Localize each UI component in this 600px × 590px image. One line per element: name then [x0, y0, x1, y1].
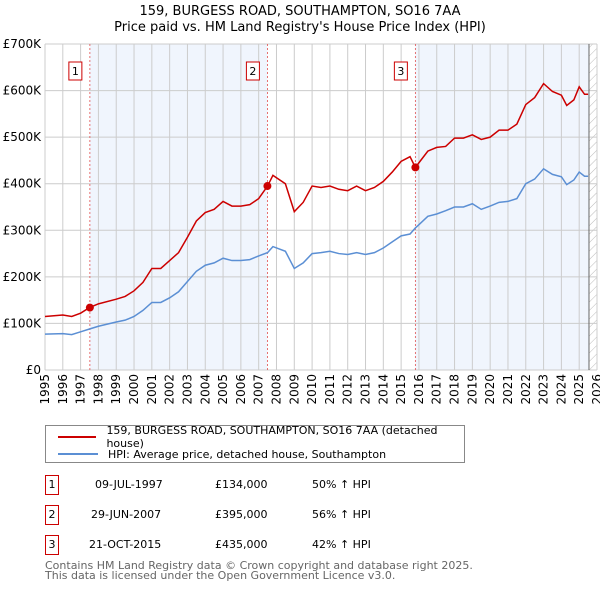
x-tick-label: 2017: [430, 374, 444, 405]
x-tick-label: 2022: [519, 374, 533, 405]
x-tick-label: 2024: [554, 374, 568, 405]
x-tick-label: 2016: [412, 374, 426, 405]
x-tick-label: 2000: [127, 374, 141, 405]
series-line: [44, 82, 589, 318]
x-tick-label: 2026: [590, 374, 600, 405]
x-tick-label: 2023: [537, 374, 551, 405]
x-tick-label: 1997: [74, 374, 88, 405]
x-tick-label: 2018: [448, 374, 462, 405]
y-tick-label: £0: [26, 363, 41, 377]
legend-swatch: [58, 436, 97, 438]
legend-label: HPI: Average price, detached house, Sout…: [108, 447, 387, 461]
series-line: [44, 167, 589, 336]
sale-hpi: 50% ↑ HPI: [312, 478, 371, 491]
x-tick-label: 2013: [359, 374, 373, 405]
x-tick-label: 2008: [269, 374, 283, 405]
x-tick-label: 2015: [394, 374, 408, 405]
x-tick-label: 1995: [38, 374, 52, 405]
y-tick-label: £500K: [3, 130, 43, 144]
x-tick-label: 2007: [252, 374, 266, 405]
sale-label-box: [68, 61, 83, 81]
future-hatch: [588, 44, 597, 370]
sale-row: 3 21-OCT-2015 £435,000 42% ↑ HPI: [45, 535, 445, 555]
sale-marker-box: 2: [45, 505, 59, 525]
shaded-period: [89, 44, 268, 370]
x-tick-label: 2014: [376, 374, 390, 405]
x-tick-label: 2010: [305, 374, 319, 405]
sale-price: £435,000: [215, 538, 268, 551]
sale-label: 3: [397, 65, 404, 78]
x-tick-label: 2019: [465, 374, 479, 405]
legend: 159, BURGESS ROAD, SOUTHAMPTON, SO16 7AA…: [45, 424, 465, 463]
sale-row: 2 29-JUN-2007 £395,000 56% ↑ HPI: [45, 505, 445, 525]
sale-date: 29-JUN-2007: [91, 508, 162, 521]
x-tick-label: 2012: [341, 374, 355, 405]
sale-marker-box: 1: [45, 475, 59, 495]
x-tick-label: 2005: [216, 374, 230, 405]
y-tick-label: £600K: [3, 84, 43, 98]
sale-date: 09-JUL-1997: [95, 478, 163, 491]
x-tick-label: 2003: [180, 374, 194, 405]
shaded-period: [415, 44, 589, 370]
sale-label-box: [393, 61, 408, 81]
y-tick-label: £200K: [3, 270, 43, 284]
sale-point: [263, 182, 272, 191]
chart-title: 159, BURGESS ROAD, SOUTHAMPTON, SO16 7AA: [139, 4, 461, 19]
x-tick-label: 2020: [483, 374, 497, 405]
x-tick-label: 1999: [109, 374, 123, 405]
x-tick-label: 2006: [234, 374, 248, 405]
x-tick-label: 1996: [56, 374, 70, 405]
y-tick-label: £300K: [3, 223, 43, 237]
sale-point: [85, 303, 94, 312]
sale-label-box: [245, 61, 260, 81]
sale-marker-box: 3: [45, 535, 59, 555]
x-tick-label: 1998: [91, 374, 105, 405]
sale-price: £134,000: [215, 478, 268, 491]
legend-swatch: [58, 453, 98, 455]
sale-label: 1: [72, 65, 79, 78]
y-tick-label: £100K: [3, 316, 43, 330]
legend-item-hpi: HPI: Average price, detached house, Sout…: [58, 447, 386, 461]
sale-row: 1 09-JUL-1997 £134,000 50% ↑ HPI: [45, 475, 445, 495]
y-tick-label: £700K: [3, 37, 43, 51]
x-tick-label: 2011: [323, 374, 337, 405]
footer-licence: This data is licensed under the Open Gov…: [45, 569, 396, 582]
x-tick-label: 2001: [145, 374, 159, 405]
y-tick-label: £400K: [3, 177, 43, 191]
x-tick-label: 2004: [198, 374, 212, 405]
price-chart: 1995 1996 1997 1998 1999 2000 2001 2002 2003 2004…: [3, 37, 600, 405]
footer-copyright: Contains HM Land Registry data © Crown c…: [45, 559, 473, 572]
sale-price: £395,000: [215, 508, 268, 521]
x-tick-label: 2025: [572, 374, 586, 405]
sale-hpi: 56% ↑ HPI: [312, 508, 371, 521]
x-tick-label: 2002: [163, 374, 177, 405]
legend-item-property: 159, BURGESS ROAD, SOUTHAMPTON, SO16 7AA…: [58, 424, 464, 450]
legend-label: 159, BURGESS ROAD, SOUTHAMPTON, SO16 7AA…: [106, 424, 438, 450]
sale-point: [411, 163, 420, 172]
x-tick-label: 2009: [287, 374, 301, 405]
x-tick-label: 2021: [501, 374, 515, 405]
sale-label: 2: [249, 65, 256, 78]
sale-hpi: 42% ↑ HPI: [312, 538, 371, 551]
chart-subtitle: Price paid vs. HM Land Registry's House …: [114, 20, 486, 35]
sale-date: 21-OCT-2015: [89, 538, 162, 551]
